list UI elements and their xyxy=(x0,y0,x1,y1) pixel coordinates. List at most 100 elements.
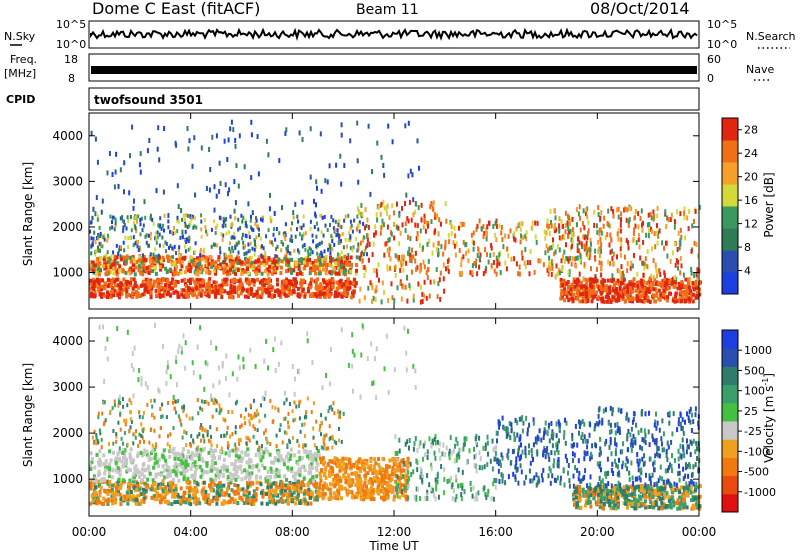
echo-cell xyxy=(168,454,172,459)
echo-cell xyxy=(264,413,267,418)
echo-cell xyxy=(525,230,528,236)
echo-cell xyxy=(323,260,327,265)
echo-cell xyxy=(298,400,301,405)
colorbar-segment xyxy=(722,184,738,207)
echo-cell xyxy=(98,241,101,246)
echo-cell xyxy=(150,398,153,403)
echo-cell xyxy=(597,248,600,254)
echo-cell xyxy=(213,482,217,487)
echo-cell xyxy=(141,292,145,297)
echo-cell xyxy=(258,452,262,456)
echo-cell xyxy=(308,257,311,262)
echo-cell xyxy=(245,258,249,263)
echo-cell xyxy=(290,227,292,232)
echo-cell xyxy=(300,281,304,286)
echo-cell xyxy=(367,257,370,263)
echo-cell xyxy=(188,223,191,228)
echo-cell xyxy=(109,458,113,463)
echo-cell xyxy=(663,278,666,283)
echo-cell xyxy=(92,440,95,445)
echo-cell xyxy=(341,231,344,236)
echo-cell xyxy=(196,344,199,350)
echo-cell xyxy=(616,268,619,274)
echo-cell xyxy=(311,475,315,480)
echo-cell xyxy=(650,215,653,221)
echo-cell xyxy=(638,244,641,250)
echo-cell xyxy=(448,239,451,245)
echo-cell xyxy=(174,483,178,488)
echo-cell xyxy=(331,285,335,289)
echo-cell xyxy=(175,358,178,364)
echo-cell xyxy=(391,139,394,145)
echo-cell xyxy=(156,235,159,240)
echo-cell xyxy=(321,215,324,220)
echo-cell xyxy=(599,244,602,250)
echo-cell xyxy=(594,274,597,280)
echo-cell xyxy=(296,486,300,491)
echo-cell xyxy=(205,285,209,289)
echo-cell xyxy=(213,401,216,406)
echo-cell xyxy=(100,241,102,246)
echo-cell xyxy=(234,244,237,249)
echo-cell xyxy=(163,126,166,131)
echo-cell xyxy=(562,234,565,240)
echo-cell xyxy=(229,214,232,219)
echo-cell xyxy=(669,217,672,222)
echo-cell xyxy=(254,453,258,457)
echo-cell xyxy=(278,291,282,296)
echo-cell xyxy=(298,501,302,505)
echo-cell xyxy=(676,209,679,215)
echo-cell xyxy=(399,259,402,265)
echo-cell xyxy=(438,217,441,223)
echo-cell xyxy=(187,494,191,499)
echo-cell xyxy=(292,215,295,220)
echo-cell xyxy=(606,292,610,297)
echo-cell xyxy=(109,283,113,288)
echo-cell xyxy=(411,269,413,275)
echo-cell xyxy=(137,487,141,492)
echo-cell xyxy=(182,294,186,299)
echo-cell xyxy=(678,245,681,251)
colorbar-segment xyxy=(722,162,738,185)
echo-cell xyxy=(617,206,620,212)
echo-cell xyxy=(248,438,251,443)
echo-cell xyxy=(136,240,139,244)
colorbar-segment xyxy=(722,250,738,273)
echo-cell xyxy=(597,212,600,217)
echo-cell xyxy=(111,467,115,472)
echo-cell xyxy=(92,280,96,285)
echo-cell xyxy=(376,217,379,223)
echo-cell xyxy=(354,271,358,276)
echo-cell xyxy=(381,218,384,224)
echo-cell xyxy=(189,466,193,471)
echo-cell xyxy=(295,471,299,476)
echo-cell xyxy=(587,228,590,234)
echo-cell xyxy=(222,216,225,221)
echo-cell xyxy=(89,463,92,468)
echo-cell xyxy=(624,298,628,303)
echo-cell xyxy=(338,438,341,443)
echo-cell xyxy=(635,240,638,245)
echo-cell xyxy=(292,418,295,423)
echo-cell xyxy=(228,258,232,263)
echo-cell xyxy=(169,286,173,291)
echo-cell xyxy=(123,248,126,253)
echo-cell xyxy=(218,403,221,408)
echo-cell xyxy=(286,465,290,470)
echo-cell xyxy=(181,499,185,504)
echo-cell xyxy=(167,219,170,224)
echo-cell xyxy=(106,336,109,342)
echo-cell xyxy=(393,367,396,373)
echo-cell xyxy=(274,237,277,242)
echo-cell xyxy=(336,473,340,478)
echo-cell xyxy=(585,281,589,286)
echo-cell xyxy=(118,398,121,403)
echo-cell xyxy=(234,446,237,451)
echo-cell xyxy=(265,290,269,295)
echo-cell xyxy=(303,498,307,503)
echo-cell xyxy=(335,271,338,276)
echo-cell xyxy=(166,442,169,447)
cpid-frame xyxy=(88,87,700,111)
echo-cell xyxy=(622,292,626,297)
echo-cell xyxy=(212,495,216,500)
